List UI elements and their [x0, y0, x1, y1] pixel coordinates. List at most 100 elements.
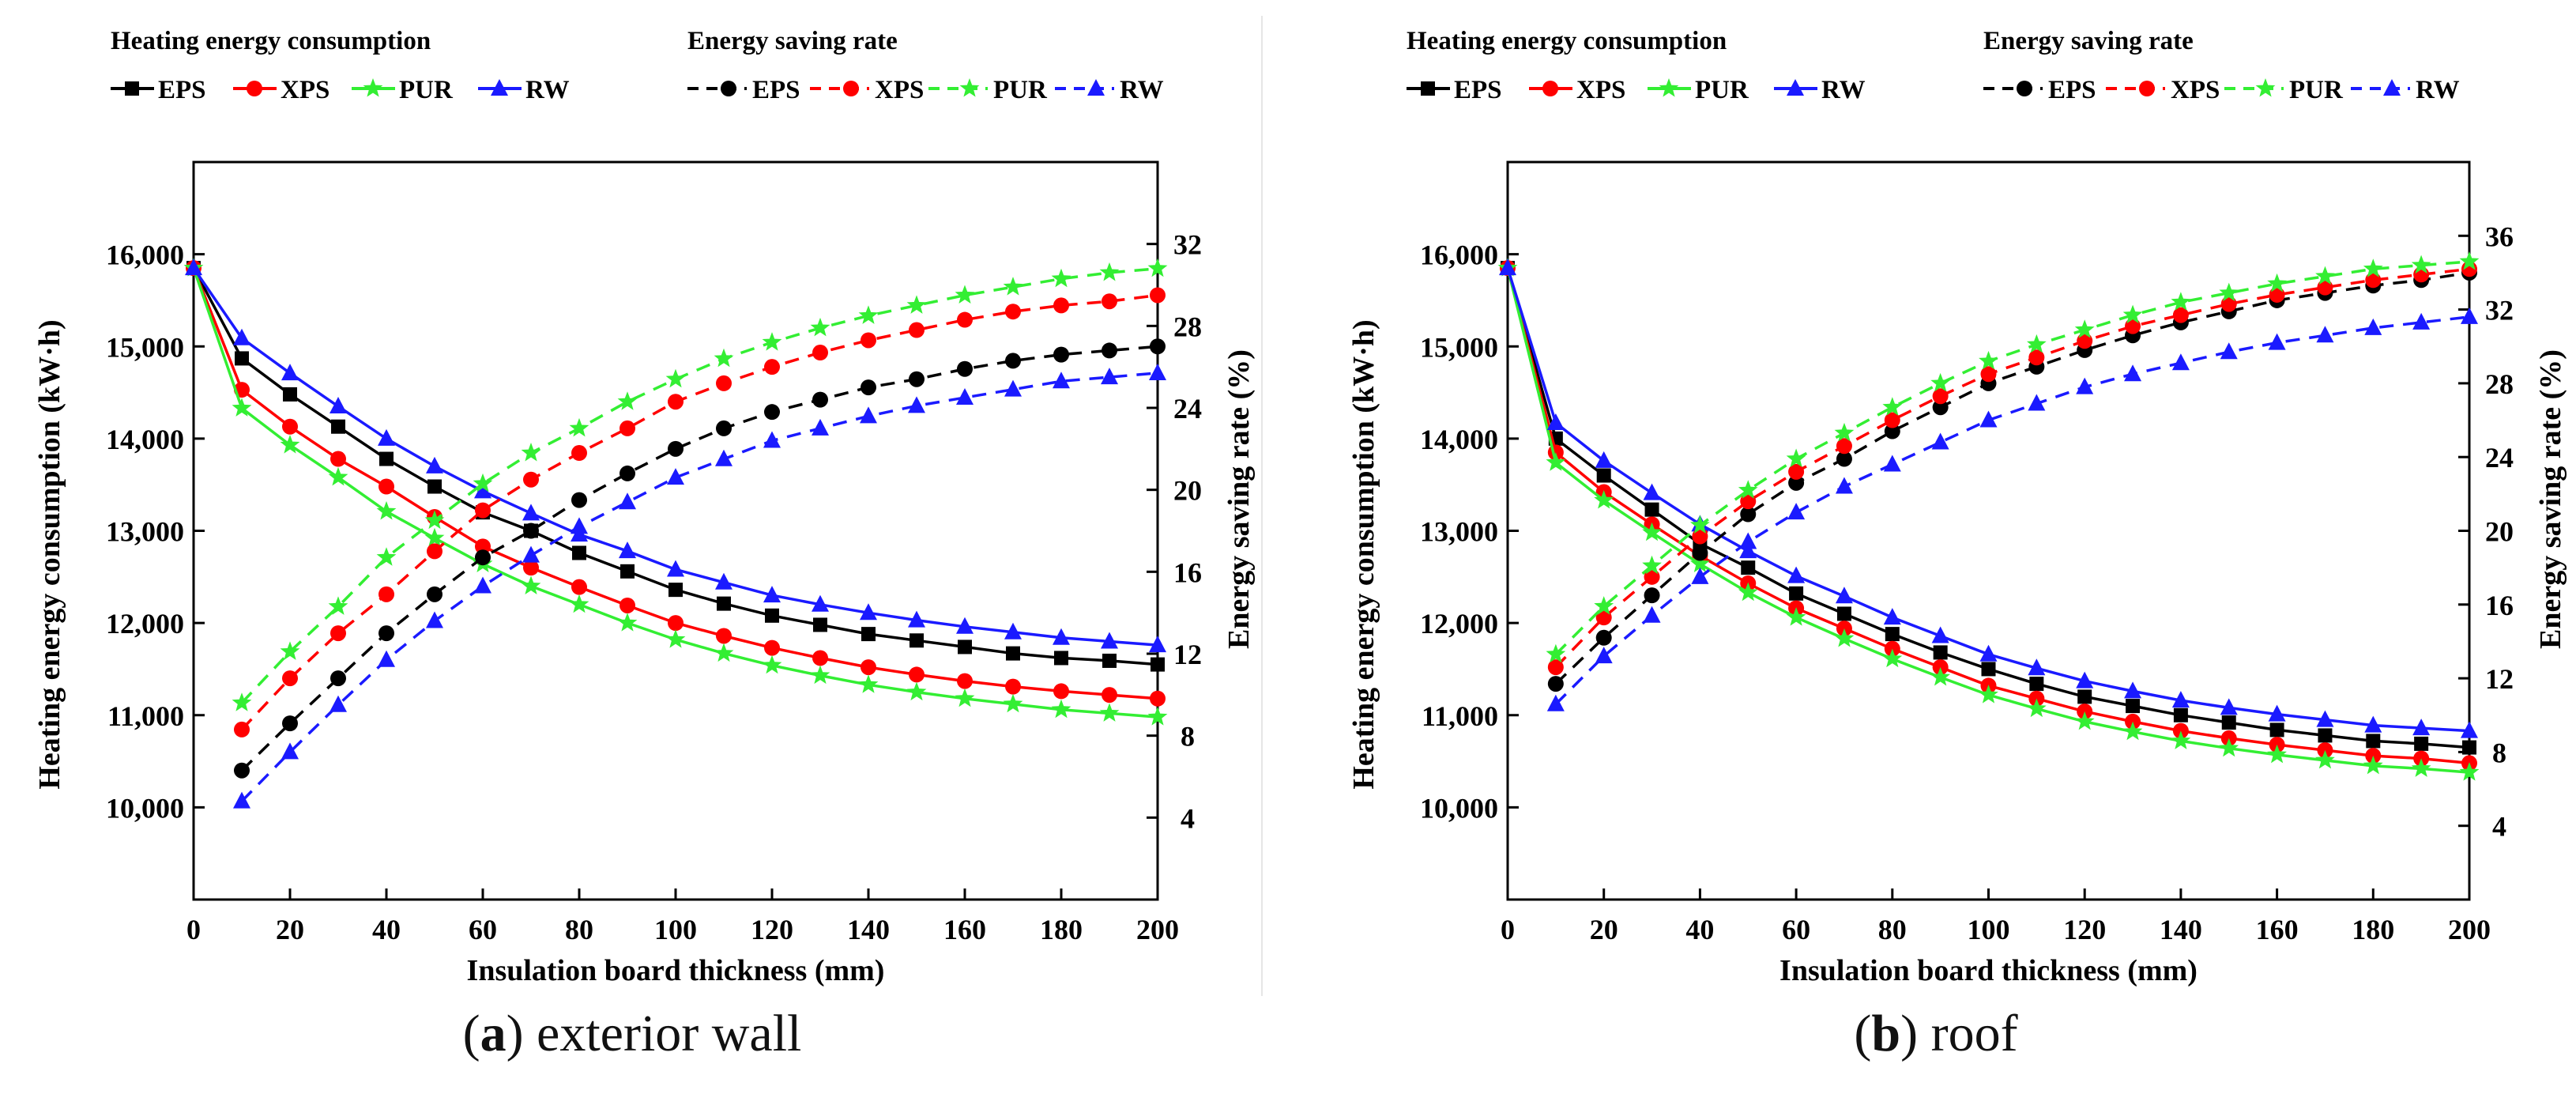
- consumption-point-pur: [810, 665, 830, 685]
- x-tick-label: 120: [2063, 914, 2106, 945]
- consumption-point-eps: [2414, 736, 2429, 751]
- saving-rate-point-pur: [617, 391, 638, 410]
- y-right-axis-label: Energy saving rate (%): [2534, 349, 2567, 649]
- saving-rate-point-pur: [906, 295, 927, 314]
- consumption-point-rw: [1643, 483, 1661, 500]
- consumption-point-eps: [1741, 560, 1756, 575]
- saving-rate-point-xps: [475, 502, 491, 519]
- saving-rate-point-xps: [2269, 286, 2285, 303]
- consumption-point-rw: [2316, 710, 2334, 727]
- saving-rate-line-xps: [1554, 267, 2470, 669]
- saving-rate-point-rw: [2412, 312, 2431, 330]
- consumption-point-rw: [667, 560, 684, 577]
- consumption-point-xps: [1005, 678, 1021, 695]
- y-left-tick-label: 14,000: [1420, 424, 1498, 455]
- consumption-point-rw: [2364, 715, 2382, 733]
- legend-marker-pur: [363, 78, 383, 97]
- caption-text: roof: [1918, 1005, 2018, 1062]
- consumption-point-pur: [1546, 452, 1566, 471]
- legend-dashed-label-eps: EPS: [752, 76, 800, 104]
- y-right-tick-label: 16: [2485, 590, 2514, 621]
- saving-rate-point-rw: [474, 576, 491, 594]
- plot-frame: [192, 160, 1159, 901]
- saving-rate-point-xps: [2365, 272, 2382, 289]
- consumption-point-eps: [668, 583, 683, 598]
- consumption-point-pur: [1834, 628, 1855, 647]
- saving-rate-point-pur: [2411, 255, 2431, 274]
- consumption-point-pur: [2219, 738, 2239, 757]
- consumption-point-rw: [1004, 622, 1022, 639]
- consumption-point-eps: [572, 545, 586, 560]
- consumption-point-rw: [1931, 626, 1949, 643]
- saving-rate-point-xps: [282, 670, 298, 687]
- consumption-point-rw: [2028, 658, 2046, 676]
- saving-rate-point-pur: [1642, 555, 1662, 575]
- saving-rate-point-pur: [2267, 273, 2287, 292]
- legend-group-title: Heating energy consumption: [1407, 27, 1727, 55]
- saving-rate-point-xps: [1740, 493, 1757, 510]
- consumption-point-rw: [2220, 698, 2238, 715]
- y-right-tick-label: 32: [2485, 295, 2514, 326]
- saving-rate-point-xps: [1595, 609, 1612, 626]
- consumption-point-xps: [571, 579, 587, 595]
- saving-rate-point-eps: [1102, 342, 1117, 359]
- saving-rate-point-xps: [2125, 318, 2141, 334]
- saving-rate-point-eps: [282, 715, 298, 732]
- consumption-point-rw: [1053, 628, 1070, 645]
- y-left-tick-label: 12,000: [1420, 608, 1498, 639]
- consumption-point-pur: [328, 466, 348, 486]
- legend-label-rw: RW: [525, 76, 570, 104]
- saving-rate-point-eps: [427, 586, 443, 602]
- y-left-tick-label: 10,000: [106, 792, 184, 824]
- saving-rate-point-pur: [1882, 397, 1903, 416]
- saving-rate-point-pur: [714, 348, 734, 368]
- consumption-point-xps: [620, 597, 635, 613]
- saving-rate-point-xps: [1053, 297, 1069, 314]
- saving-rate-point-pur: [1003, 277, 1023, 296]
- consumption-point-rw: [185, 258, 202, 276]
- x-tick-label: 160: [2256, 914, 2299, 945]
- consumption-point-eps: [1789, 586, 1804, 601]
- saving-rate-point-pur: [424, 510, 445, 530]
- consumption-point-pur: [1738, 582, 1758, 602]
- saving-rate-point-xps: [1932, 388, 1949, 405]
- consumption-point-pur: [906, 681, 927, 701]
- saving-rate-point-pur: [376, 547, 397, 566]
- x-tick-label: 140: [2160, 914, 2202, 945]
- consumption-point-eps: [2029, 677, 2044, 692]
- saving-rate-point-rw: [1787, 503, 1806, 520]
- saving-rate-point-eps: [378, 625, 394, 642]
- consumption-point-eps: [1644, 502, 1659, 517]
- x-axis-label: Insulation board thickness (mm): [1779, 954, 2198, 987]
- consumption-point-eps: [813, 617, 827, 632]
- consumption-point-xps: [330, 451, 346, 467]
- consumption-point-rw: [522, 504, 540, 521]
- y-left-axis-label: Heating energy consumption (kW·h): [33, 319, 66, 789]
- saving-rate-point-xps: [2028, 349, 2045, 366]
- saving-rate-point-pur: [232, 692, 252, 711]
- saving-rate-point-rw: [1053, 372, 1070, 389]
- saving-rate-point-rw: [571, 517, 588, 534]
- saving-rate-point-rw: [1643, 605, 1661, 623]
- saving-rate-point-rw: [908, 396, 925, 413]
- saving-rate-point-eps: [1005, 353, 1021, 369]
- saving-rate-point-pur: [1834, 422, 1855, 442]
- saving-rate-point-pur: [1738, 480, 1758, 499]
- legend-marker-eps: [1421, 81, 1435, 96]
- saving-rate-point-rw: [2268, 333, 2286, 350]
- consumption-point-rw: [2412, 719, 2431, 736]
- x-tick-label: 100: [1968, 914, 2010, 945]
- caption-open-paren: (: [1854, 1005, 1872, 1062]
- consumption-point-eps: [2221, 715, 2236, 730]
- saving-rate-point-rw: [2461, 307, 2478, 324]
- legend-marker-xps: [247, 81, 262, 96]
- saving-rate-point-xps: [716, 375, 732, 391]
- y-right-tick-label: 4: [1181, 802, 1195, 834]
- saving-rate-point-pur: [2219, 282, 2239, 302]
- saving-rate-point-rw: [956, 388, 974, 406]
- consumption-point-xps: [812, 650, 828, 666]
- y-right-tick-label: 12: [2485, 663, 2514, 695]
- saving-rate-point-xps: [861, 332, 876, 349]
- consumption-point-rw: [1149, 636, 1166, 653]
- y-right-tick-label: 8: [2492, 737, 2506, 768]
